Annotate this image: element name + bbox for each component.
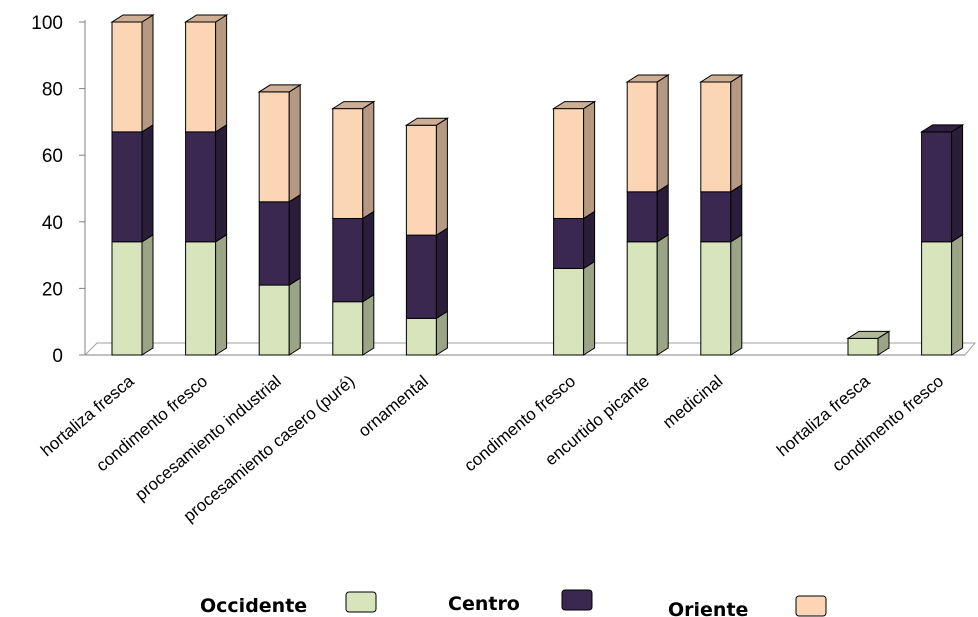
chart-axes <box>79 20 977 356</box>
bar-segment-occidente <box>111 233 154 356</box>
bar-segment-centro <box>258 193 301 286</box>
y-tick-label: 40 <box>42 213 63 234</box>
y-tick-label: 60 <box>42 146 63 167</box>
bar-segment-oriente <box>258 84 301 203</box>
bar-segment-occidente <box>258 277 301 356</box>
bar-top-face <box>404 117 450 126</box>
bar-top-face <box>183 14 229 23</box>
x-category-label: ornamental <box>355 372 432 441</box>
bar-segment-centro <box>185 123 228 243</box>
bar-segment-occidente <box>185 233 228 356</box>
bar-segment-oriente <box>700 74 743 193</box>
bar-top-face <box>257 84 302 93</box>
y-tick-label: 20 <box>42 279 63 300</box>
bar-segment-occidente <box>700 233 743 356</box>
bar-segment-centro <box>405 227 448 320</box>
bar-segment-centro <box>553 210 596 270</box>
bar-segment-oriente <box>405 117 448 237</box>
bar-segment-centro <box>626 183 669 243</box>
bar-segment-oriente <box>626 74 669 193</box>
x-category-label: medicinal <box>659 372 726 433</box>
bar-segment-centro <box>700 183 743 243</box>
chart-bars <box>110 14 965 356</box>
legend-label: Oriente <box>668 599 748 617</box>
legend-label: Centro <box>448 593 520 615</box>
bar-segment-centro <box>921 123 964 243</box>
bar-top-face <box>625 74 670 83</box>
bar-segment-occidente <box>626 233 669 356</box>
bar-segment-occidente <box>921 233 964 356</box>
y-tick-label: 80 <box>42 80 63 101</box>
bar-segment-oriente <box>111 14 154 133</box>
y-tick-labels: 0 20 40 60 80 100 <box>31 13 63 367</box>
bar-segment-occidente <box>553 260 596 356</box>
bar-top-face <box>110 14 155 23</box>
legend-swatch <box>561 589 593 611</box>
y-tick-label: 0 <box>52 346 63 367</box>
bar-segment-oriente <box>553 100 596 220</box>
chart-legend: Occidente Centro Oriente <box>200 589 827 617</box>
bar-top-face <box>846 330 891 339</box>
bar-segment-occidente <box>847 330 890 356</box>
x-category-label: procesamiento industrial <box>131 372 284 505</box>
bar-segment-oriente <box>332 100 375 220</box>
bar-segment-occidente <box>332 293 375 356</box>
bar-top-face <box>551 101 597 110</box>
bar-top-face <box>919 124 965 133</box>
bar-segment-centro <box>111 123 154 243</box>
bar-segment-oriente <box>185 14 228 133</box>
y-tick-label: 100 <box>31 13 63 34</box>
bar-top-face <box>699 74 744 83</box>
legend-label: Occidente <box>200 595 307 617</box>
bar-segment-centro <box>332 210 375 303</box>
legend-swatch <box>795 595 827 617</box>
bar-top-face <box>331 101 376 110</box>
legend-swatch <box>345 591 377 613</box>
